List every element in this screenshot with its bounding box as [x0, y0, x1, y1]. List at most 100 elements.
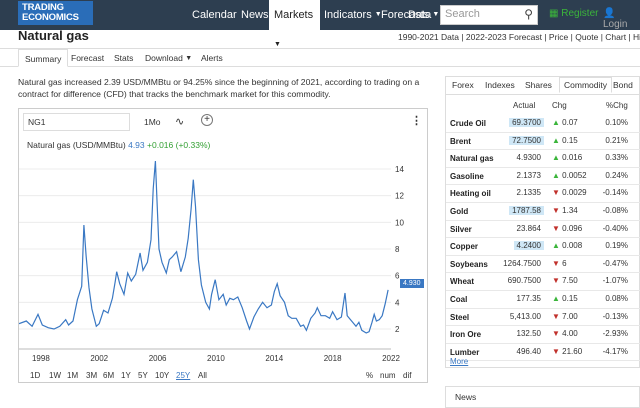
symbol-input[interactable]: NG1	[23, 113, 130, 131]
tab-alerts[interactable]: Alerts	[201, 53, 223, 63]
register-icon: ▦	[549, 8, 559, 19]
arrow-down-icon: ▼	[552, 206, 560, 215]
chart-menu-icon[interactable]: ⋮	[411, 115, 422, 127]
tab-bond[interactable]: Bond	[613, 80, 633, 90]
mode-num[interactable]: num	[380, 371, 396, 380]
range-6m[interactable]: 6M	[103, 371, 115, 380]
commodity-name[interactable]: Soybeans	[450, 259, 488, 269]
table-row[interactable]: Silver 23.864 ▼ 0.096 -0.40%	[446, 221, 640, 239]
nav-indicators[interactable]: Indicators ▼	[324, 0, 382, 30]
actual-value: 72.7500	[509, 135, 544, 145]
commodity-name[interactable]: Gold	[450, 207, 469, 216]
search-icon[interactable]: ⚲	[524, 7, 533, 21]
nav-forecasts[interactable]: Forecasts ▼	[381, 0, 439, 30]
user-icon: 👤	[603, 8, 616, 19]
more-link[interactable]: More	[450, 357, 469, 366]
series-line[interactable]	[19, 160, 389, 334]
table-row[interactable]: Heating oil 2.1335 ▼ 0.0029 -0.14%	[446, 185, 640, 203]
commodity-name[interactable]: Lumber	[450, 347, 480, 357]
percent-change: 0.21%	[605, 135, 628, 145]
commodity-name[interactable]: Copper	[450, 242, 478, 252]
change-value: 0.0029	[562, 188, 587, 198]
tab-summary[interactable]: Summary	[18, 49, 69, 67]
range-1m[interactable]: 1M	[67, 371, 79, 380]
arrow-up-icon: ▲	[552, 118, 560, 127]
table-row[interactable]: Crude Oil 69.3700 ▲ 0.07 0.10%	[446, 115, 640, 133]
tab-forex[interactable]: Forex	[452, 80, 474, 90]
tab-commodity[interactable]: Commodity	[559, 77, 612, 93]
commodity-name[interactable]: Natural gas	[450, 154, 494, 164]
range-1y[interactable]: 1Y	[121, 371, 131, 380]
table-row[interactable]: Natural gas 4.9300 ▲ 0.016 0.33%	[446, 150, 640, 168]
table-row[interactable]: Steel 5,413.00 ▼ 7.00 -0.13%	[446, 309, 640, 327]
y-tick-label: 14	[395, 165, 404, 174]
arrow-down-icon: ▼	[552, 311, 560, 321]
mode-dif[interactable]: dif	[403, 371, 412, 380]
x-tick-label: 1998	[32, 354, 50, 363]
percent-change: -4.17%	[602, 346, 628, 356]
range-selector[interactable]: 1Mo	[144, 117, 161, 127]
commodity-name[interactable]: Iron Ore	[450, 330, 482, 340]
search-input[interactable]: Search ⚲	[440, 5, 538, 25]
table-row[interactable]: Lumber 496.40 ▼ 21.60 -4.17%	[446, 344, 640, 362]
range-3m[interactable]: 3M	[86, 371, 98, 380]
range-25y[interactable]: 25Y	[176, 371, 191, 380]
title-bar	[0, 30, 640, 49]
table-row[interactable]: Wheat 690.7500 ▼ 7.50 -1.07%	[446, 273, 640, 291]
breadcrumb[interactable]: 1990-2021 Data | 2022-2023 Forecast | Pr…	[398, 32, 640, 42]
table-row[interactable]: Soybeans 1264.7500 ▼ 6 -0.47%	[446, 256, 640, 274]
commodity-name[interactable]: Gasoline	[450, 171, 484, 181]
nav-data[interactable]: Data	[408, 9, 432, 21]
chart-panel: NG1 1Mo ∿ + ⋮ Natural gas (USD/MMBtu) 4.…	[18, 108, 428, 383]
change-value: 21.60	[562, 346, 583, 356]
range-5y[interactable]: 5Y	[138, 371, 148, 380]
nav-markets[interactable]: Markets ▼	[269, 0, 320, 48]
actual-value: 23.864	[516, 223, 541, 233]
tab-download[interactable]: Download ▼	[145, 49, 192, 67]
add-series-icon[interactable]: +	[201, 114, 213, 126]
series-change: +0.016 (+0.33%)	[147, 140, 211, 150]
tab-stats[interactable]: Stats	[114, 53, 134, 63]
commodity-name[interactable]: Brent	[450, 136, 471, 146]
table-row[interactable]: Iron Ore 132.50 ▼ 4.00 -2.93%	[446, 326, 640, 344]
range-1d[interactable]: 1D	[30, 371, 41, 380]
arrow-up-icon: ▲	[552, 294, 560, 303]
percent-change: 0.19%	[605, 241, 628, 251]
range-1w[interactable]: 1W	[49, 371, 61, 380]
tab-indexes[interactable]: Indexes	[485, 80, 515, 90]
range-all[interactable]: All	[198, 371, 207, 380]
login-link[interactable]: 👤 Login	[603, 8, 640, 30]
range-10y[interactable]: 10Y	[155, 371, 170, 380]
actual-value: 1787.58	[509, 206, 544, 215]
nav-calendar[interactable]: Calendar	[192, 9, 237, 21]
commodity-name[interactable]: Wheat	[450, 277, 474, 287]
arrow-down-icon: ▼	[552, 258, 560, 268]
logo[interactable]: TRADING ECONOMICS	[18, 1, 93, 25]
register-link[interactable]: ▦ Register	[549, 8, 598, 19]
change-cell: ▲ 0.15	[552, 294, 578, 303]
percent-change: -1.07%	[602, 276, 628, 286]
tab-shares[interactable]: Shares	[525, 80, 552, 90]
line-chart-icon[interactable]: ∿	[175, 116, 185, 128]
arrow-down-icon: ▼	[552, 223, 560, 233]
nav-news[interactable]: News	[241, 9, 269, 21]
percent-change: -0.08%	[602, 206, 628, 215]
arrow-down-icon: ▼	[552, 329, 560, 339]
description-text: Natural gas increased 2.39 USD/MMBtu or …	[18, 77, 420, 99]
commodity-name[interactable]: Steel	[450, 312, 470, 322]
table-row[interactable]: Copper 4.2400 ▲ 0.008 0.19%	[446, 238, 640, 256]
table-row[interactable]: Gasoline 2.1373 ▲ 0.0052 0.24%	[446, 168, 640, 186]
tab-forecast[interactable]: Forecast	[71, 53, 105, 63]
nav-markets-label: Markets	[274, 9, 314, 21]
mode-percent[interactable]: %	[366, 371, 374, 380]
change-value: 0.0052	[562, 170, 587, 180]
table-row[interactable]: Brent 72.7500 ▲ 0.15 0.21%	[446, 133, 640, 151]
percent-change: -0.47%	[602, 258, 628, 268]
commodity-name[interactable]: Coal	[450, 295, 468, 304]
table-row[interactable]: Gold 1787.58 ▼ 1.34 -0.08%	[446, 203, 640, 221]
commodity-name[interactable]: Silver	[450, 224, 472, 234]
commodity-name[interactable]: Crude Oil	[450, 119, 487, 128]
table-row[interactable]: Coal 177.35 ▲ 0.15 0.08%	[446, 291, 640, 309]
x-tick-label: 2014	[265, 354, 283, 363]
commodity-name[interactable]: Heating oil	[450, 189, 491, 199]
